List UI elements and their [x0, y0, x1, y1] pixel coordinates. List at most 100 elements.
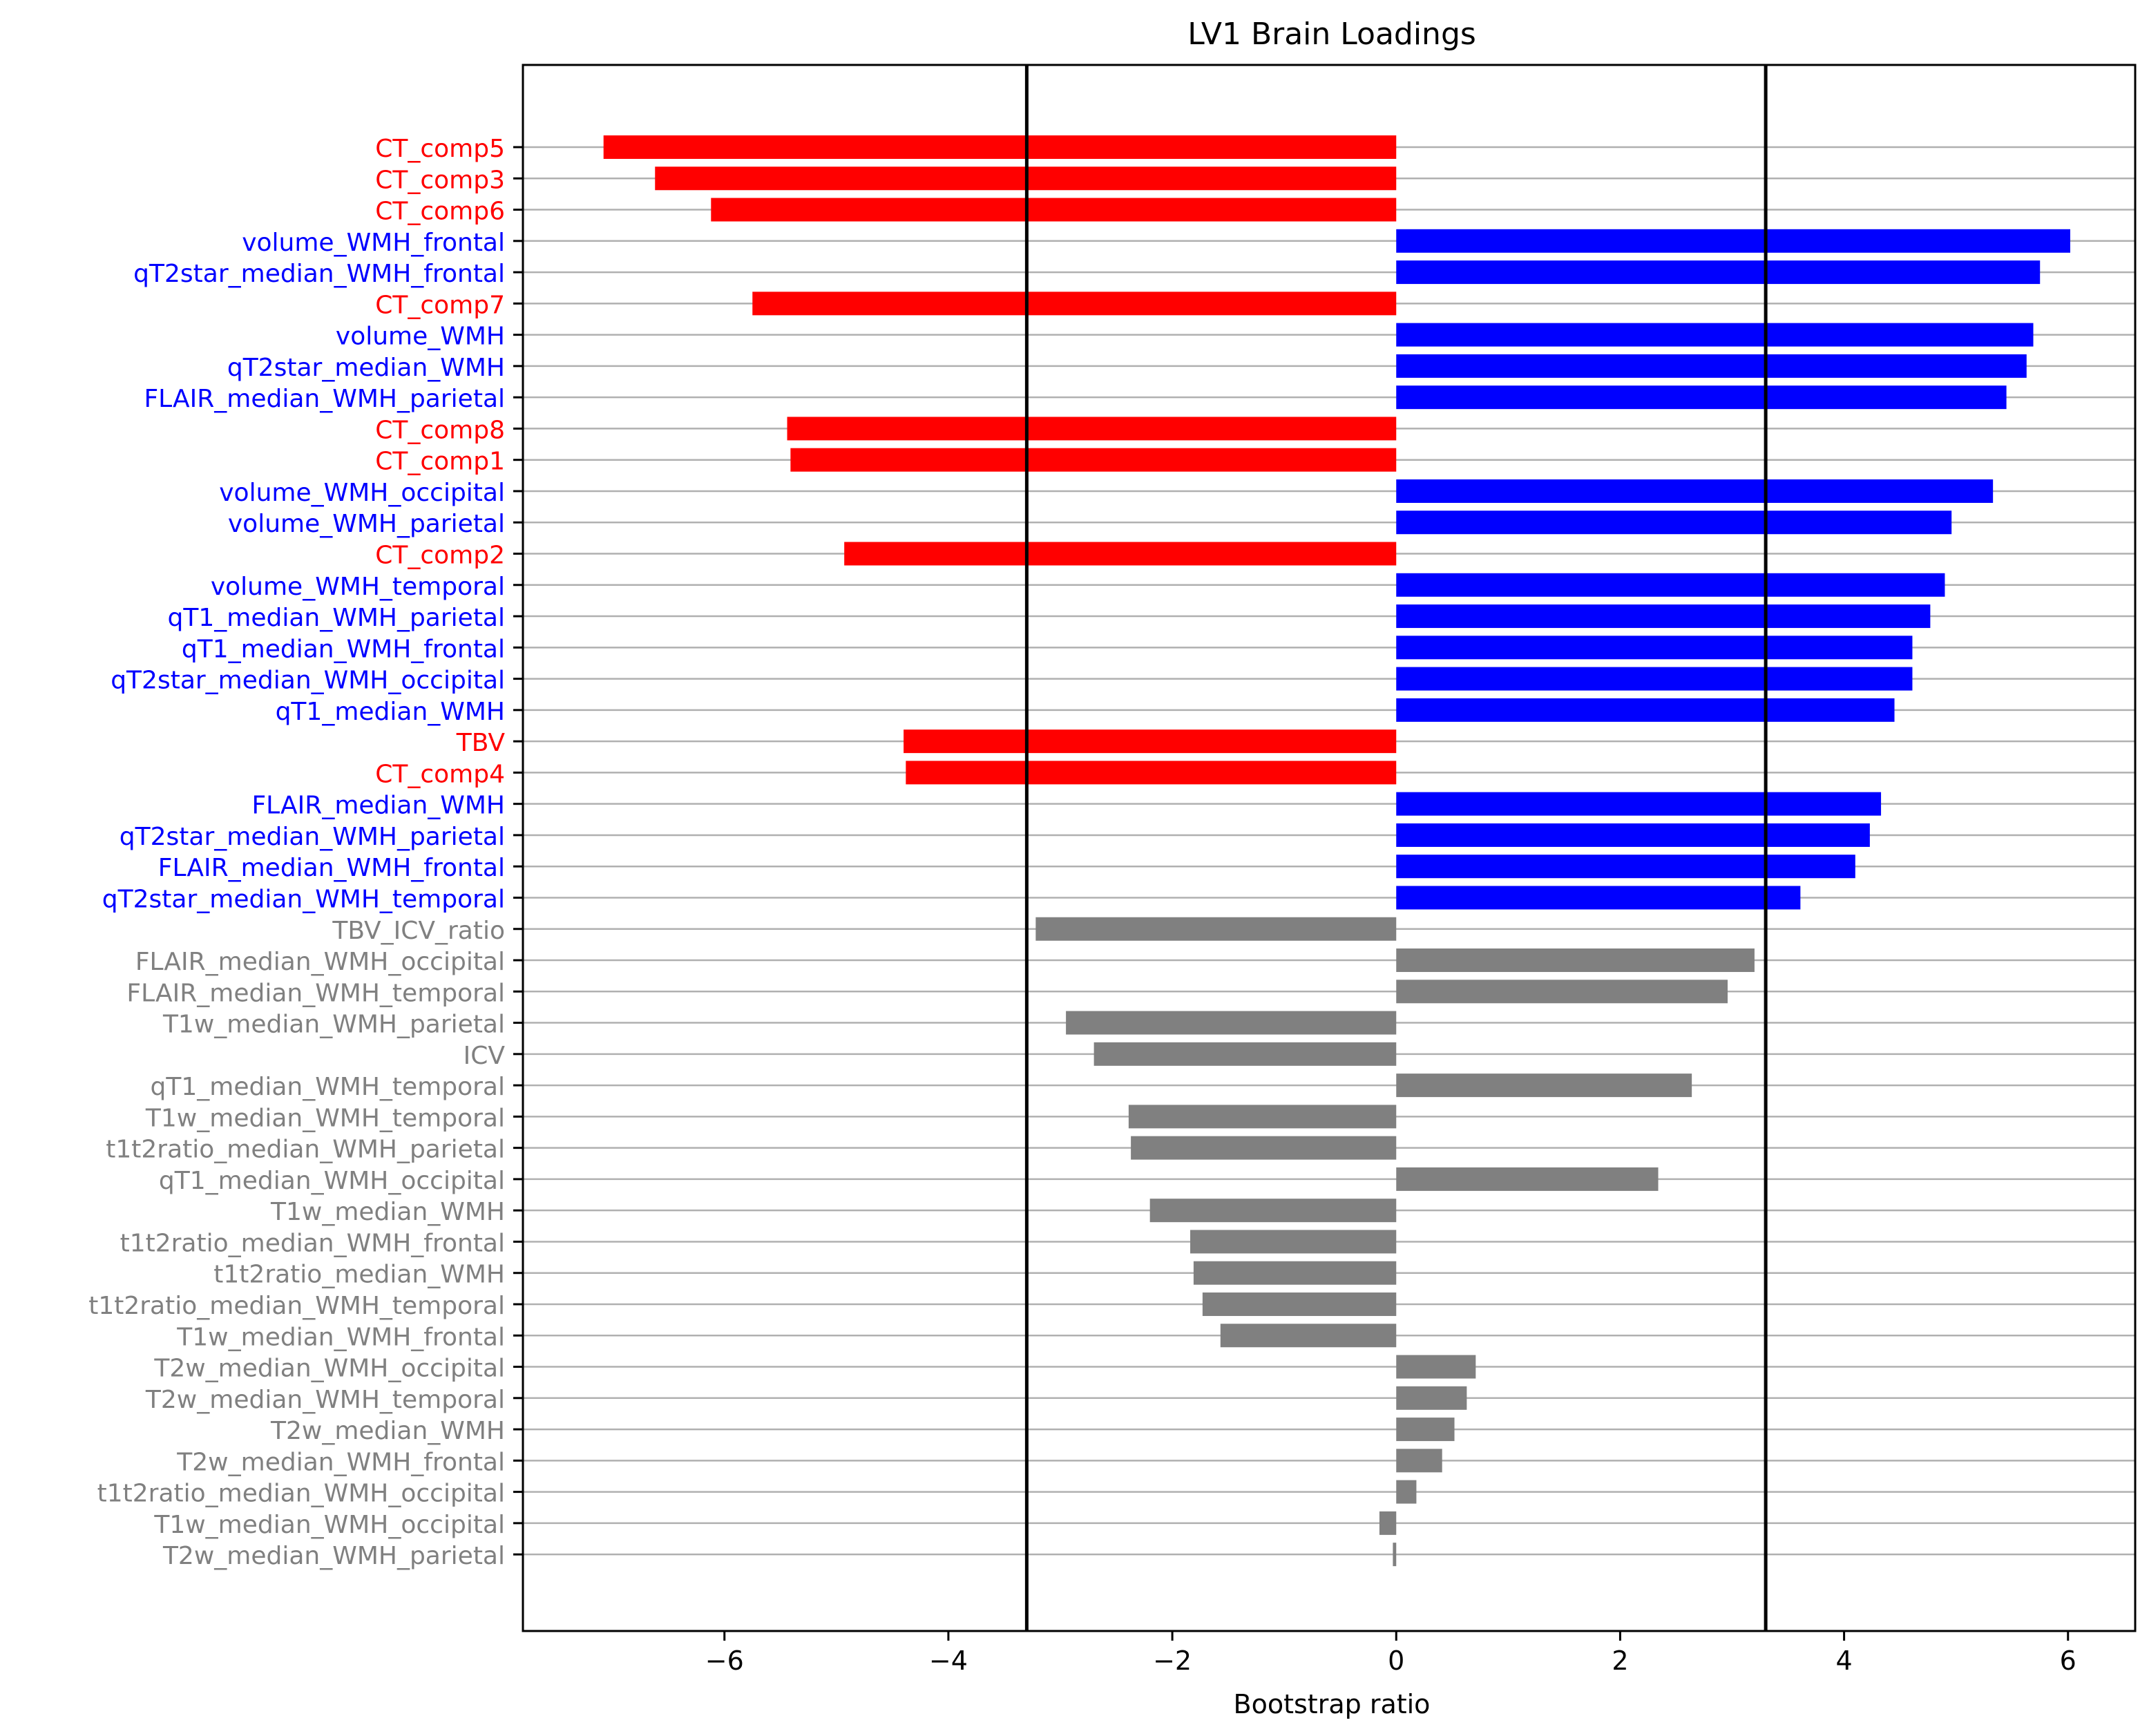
category-label: t1t2ratio_median_WMH [213, 1261, 505, 1289]
category-label: FLAIR_median_WMH_temporal [126, 979, 505, 1007]
bar-volume_WMH_temporal [1396, 573, 1945, 597]
x-tick-label: 0 [1388, 1646, 1404, 1676]
category-label: t1t2ratio_median_WMH_occipital [97, 1480, 505, 1508]
x-tick-label: 2 [1612, 1646, 1628, 1676]
bar-qT1_median_WMH_parietal [1396, 604, 1931, 629]
category-label: volume_WMH_occipital [219, 479, 505, 507]
bar-qT2star_median_WMH_parietal [1396, 823, 1870, 847]
bar-qT2star_median_WMH [1396, 354, 2027, 378]
category-label: t1t2ratio_median_WMH_frontal [120, 1229, 505, 1257]
category-label: CT_comp5 [375, 135, 505, 163]
bar-volume_WMH_frontal [1396, 229, 2070, 253]
plot-frame [522, 64, 2137, 1632]
category-label: qT1_median_WMH_frontal [182, 635, 505, 663]
bar-qT2star_median_WMH_occipital [1396, 667, 1913, 691]
threshold-lines [1024, 65, 1768, 1631]
category-label: qT2star_median_WMH_frontal [133, 260, 505, 288]
category-label: FLAIR_median_WMH_frontal [158, 854, 505, 882]
category-label: t1t2ratio_median_WMH_parietal [106, 1136, 505, 1164]
bar-qT1_median_WMH_occipital [1396, 1167, 1659, 1191]
bar-T2w_median_WMH_frontal [1396, 1449, 1442, 1473]
category-label: CT_comp6 [375, 198, 505, 226]
category-label: T1w_median_WMH [270, 1198, 505, 1226]
bar-T1w_median_WMH_temporal [1128, 1105, 1397, 1129]
bar-FLAIR_median_WMH [1396, 792, 1882, 816]
category-label: T1w_median_WMH_occipital [153, 1511, 505, 1539]
category-label: FLAIR_median_WMH_parietal [144, 385, 505, 413]
category-label: CT_comp8 [375, 416, 505, 444]
bar-t1t2ratio_median_WMH [1193, 1261, 1397, 1285]
category-label: T2w_median_WMH_parietal [162, 1542, 505, 1570]
x-tick-label: −4 [929, 1646, 968, 1676]
category-label: volume_WMH [336, 323, 505, 351]
bar-CT_comp6 [711, 198, 1397, 222]
bar-CT_comp2 [844, 542, 1397, 566]
category-label: T1w_median_WMH_parietal [162, 1011, 505, 1039]
bar-qT1_median_WMH_temporal [1396, 1074, 1692, 1098]
category-label: qT1_median_WMH_temporal [151, 1073, 506, 1101]
x-tick-label: −6 [705, 1646, 744, 1676]
bar-CT_comp7 [752, 292, 1397, 316]
category-label: TBV_ICV_ratio [332, 917, 505, 945]
chart-title: LV1 Brain Loadings [1187, 17, 1476, 52]
bar-qT1_median_WMH_frontal [1396, 636, 1913, 660]
category-label: qT1_median_WMH [276, 698, 505, 726]
bar-t1t2ratio_median_WMH_frontal [1190, 1230, 1397, 1254]
category-label: t1t2ratio_median_WMH_temporal [88, 1292, 505, 1320]
bar-T1w_median_WMH_parietal [1066, 1011, 1397, 1035]
bar-T1w_median_WMH [1149, 1199, 1397, 1223]
category-label: T2w_median_WMH_frontal [176, 1448, 505, 1476]
bar-FLAIR_median_WMH_frontal [1396, 855, 1855, 879]
bar-volume_WMH_occipital [1396, 479, 1994, 503]
bar-CT_comp4 [906, 761, 1397, 785]
bar-TBV [904, 729, 1397, 754]
bar-volume_WMH_parietal [1396, 511, 1952, 535]
x-tick-label: −2 [1153, 1646, 1192, 1676]
category-label: qT2star_median_WMH_parietal [120, 823, 505, 851]
category-label: T1w_median_WMH_temporal [145, 1104, 505, 1132]
bar-FLAIR_median_WMH_occipital [1396, 948, 1755, 973]
category-label: CT_comp3 [375, 166, 505, 194]
category-label: T2w_median_WMH [270, 1417, 505, 1445]
bar-T2w_median_WMH_parietal [1393, 1543, 1397, 1567]
bar-qT1_median_WMH [1396, 698, 1895, 722]
category-label: qT1_median_WMH_occipital [159, 1167, 505, 1195]
bar-volume_WMH [1396, 323, 2034, 347]
x-axis-ticks: −6 −4 −2 0 2 4 6 [705, 1631, 2076, 1676]
bar-TBV_ICV_ratio [1035, 917, 1397, 941]
x-tick-label: 6 [2060, 1646, 2076, 1676]
category-label: qT2star_median_WMH_temporal [102, 885, 505, 913]
bar-t1t2ratio_median_WMH_parietal [1131, 1136, 1397, 1160]
category-label: qT1_median_WMH_parietal [168, 604, 505, 632]
category-label: CT_comp2 [375, 542, 505, 570]
x-axis-label: Bootstrap ratio [1234, 1689, 1431, 1719]
bar-FLAIR_median_WMH_temporal [1396, 980, 1728, 1004]
bar-qT2star_median_WMH_frontal [1396, 260, 2041, 285]
bar-CT_comp5 [603, 135, 1397, 159]
category-label: T1w_median_WMH_frontal [176, 1323, 505, 1351]
category-label: ICV [464, 1042, 506, 1070]
bar-T1w_median_WMH_frontal [1220, 1324, 1397, 1348]
bars [603, 135, 2070, 1567]
category-label: FLAIR_median_WMH_occipital [135, 948, 505, 976]
bar-CT_comp8 [787, 417, 1397, 441]
bar-qT2star_median_WMH_temporal [1396, 886, 1801, 910]
category-label: qT2star_median_WMH_occipital [111, 667, 505, 695]
category-label: T2w_median_WMH_temporal [145, 1386, 505, 1414]
category-label: TBV [456, 729, 506, 757]
category-label: volume_WMH_frontal [242, 229, 505, 257]
bar-t1t2ratio_median_WMH_temporal [1202, 1292, 1397, 1316]
category-label: volume_WMH_temporal [211, 573, 505, 601]
category-label: CT_comp1 [375, 448, 505, 476]
category-label: CT_comp7 [375, 291, 505, 319]
category-label: CT_comp4 [375, 760, 505, 788]
bar-T2w_median_WMH_temporal [1396, 1386, 1467, 1410]
bar-CT_comp1 [790, 448, 1397, 472]
bar-t1t2ratio_median_WMH_occipital [1396, 1480, 1417, 1504]
bar-T1w_median_WMH_occipital [1379, 1511, 1397, 1535]
bar-T2w_median_WMH [1396, 1418, 1455, 1442]
category-labels: CT_comp5 CT_comp3 CT_comp6 volume_WMH_front… [88, 135, 523, 1570]
bar-ICV [1093, 1042, 1397, 1066]
bar-FLAIR_median_WMH_parietal [1396, 385, 2007, 410]
